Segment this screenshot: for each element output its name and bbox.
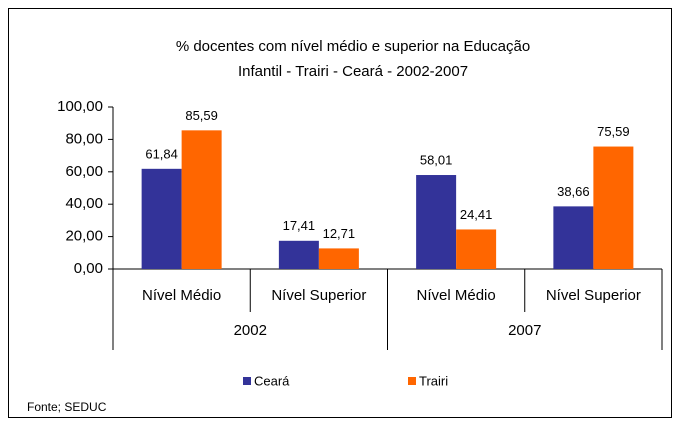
value-label: 17,41 <box>283 218 316 233</box>
bar <box>278 240 319 269</box>
legend-label: Trairi <box>419 373 448 388</box>
bar <box>181 130 222 269</box>
chart-title: Infantil - Trairi - Ceará - 2002-2007 <box>238 63 468 80</box>
legend-label: Ceará <box>254 373 290 388</box>
y-tick-label: 60,00 <box>65 163 103 180</box>
value-label: 75,59 <box>597 124 630 139</box>
y-tick-label: 100,00 <box>57 98 103 115</box>
group-label: 2007 <box>508 322 541 339</box>
y-tick-label: 40,00 <box>65 195 103 212</box>
bar <box>416 175 457 269</box>
legend-swatch <box>408 377 416 385</box>
bar <box>553 206 594 269</box>
value-label: 12,71 <box>323 226 356 241</box>
bar <box>141 168 182 269</box>
chart-title: % docentes com nível médio e superior na… <box>176 38 530 55</box>
y-tick-label: 0,00 <box>74 260 103 277</box>
x-tick-label: Nível Médio <box>142 287 221 304</box>
value-label: 38,66 <box>557 184 590 199</box>
value-label: 58,01 <box>420 152 453 167</box>
value-label: 61,84 <box>145 146 178 161</box>
x-tick-label: Nível Médio <box>417 287 496 304</box>
x-tick-label: Nível Superior <box>271 287 366 304</box>
x-tick-label: Nível Superior <box>546 287 641 304</box>
y-tick-label: 80,00 <box>65 130 103 147</box>
value-label: 24,41 <box>460 207 493 222</box>
bar <box>318 248 359 269</box>
legend-swatch <box>243 377 251 385</box>
group-label: 2002 <box>234 322 267 339</box>
bar <box>593 146 634 269</box>
value-label: 85,59 <box>185 108 218 123</box>
y-tick-label: 20,00 <box>65 228 103 245</box>
source-note: Fonte; SEDUC <box>27 400 107 414</box>
bar <box>456 229 497 269</box>
